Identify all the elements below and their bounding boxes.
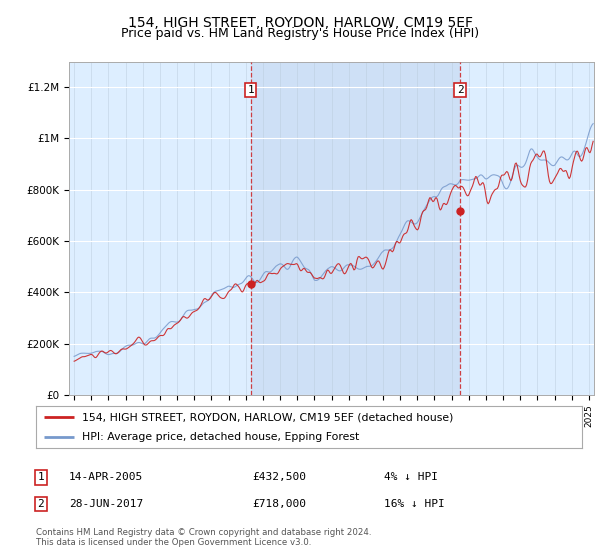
Text: Contains HM Land Registry data © Crown copyright and database right 2024.
This d: Contains HM Land Registry data © Crown c… — [36, 528, 371, 547]
Text: 154, HIGH STREET, ROYDON, HARLOW, CM19 5EF: 154, HIGH STREET, ROYDON, HARLOW, CM19 5… — [128, 16, 473, 30]
Text: 1: 1 — [37, 472, 44, 482]
Text: £432,500: £432,500 — [252, 472, 306, 482]
Text: 1: 1 — [247, 85, 254, 95]
Text: 2: 2 — [457, 85, 463, 95]
Text: 2: 2 — [37, 499, 44, 509]
Text: £718,000: £718,000 — [252, 499, 306, 509]
Text: 154, HIGH STREET, ROYDON, HARLOW, CM19 5EF (detached house): 154, HIGH STREET, ROYDON, HARLOW, CM19 5… — [82, 412, 454, 422]
Text: HPI: Average price, detached house, Epping Forest: HPI: Average price, detached house, Eppi… — [82, 432, 359, 442]
Text: 16% ↓ HPI: 16% ↓ HPI — [384, 499, 445, 509]
Bar — [251, 62, 460, 395]
Text: Price paid vs. HM Land Registry's House Price Index (HPI): Price paid vs. HM Land Registry's House … — [121, 27, 479, 40]
Text: 28-JUN-2017: 28-JUN-2017 — [69, 499, 143, 509]
Text: 4% ↓ HPI: 4% ↓ HPI — [384, 472, 438, 482]
Text: 14-APR-2005: 14-APR-2005 — [69, 472, 143, 482]
